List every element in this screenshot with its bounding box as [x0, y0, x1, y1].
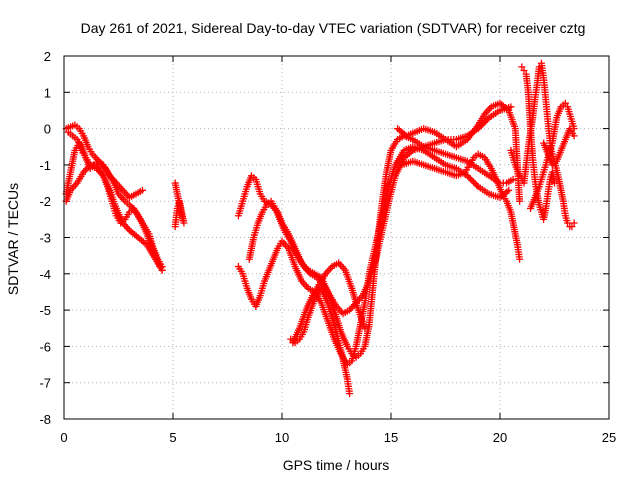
data-point — [507, 103, 515, 111]
data-point — [346, 390, 354, 398]
y-tick-label: -1 — [39, 158, 51, 173]
y-tick-label: 1 — [44, 85, 51, 100]
data-point — [520, 67, 528, 75]
y-tick-label: -3 — [39, 231, 51, 246]
y-tick-label: -8 — [39, 412, 51, 427]
data-point — [509, 175, 517, 183]
data-point — [473, 181, 481, 189]
data-point — [470, 178, 478, 186]
data-point — [171, 223, 179, 231]
data-point — [568, 223, 576, 231]
data-point — [484, 115, 492, 123]
data-point — [465, 173, 473, 181]
y-tick-label: -5 — [39, 303, 51, 318]
data-point — [570, 219, 578, 227]
data-point — [468, 176, 476, 184]
plot-frame — [63, 55, 610, 420]
data-point — [551, 179, 558, 187]
data-point — [466, 175, 474, 183]
data-point — [471, 180, 479, 188]
x-tick-label: 25 — [602, 430, 616, 445]
data-point — [158, 266, 166, 274]
data-point — [561, 99, 569, 107]
y-tick-label: -2 — [39, 194, 51, 209]
y-tick-label: -4 — [39, 267, 51, 282]
x-tick-label: 5 — [169, 430, 176, 445]
x-tick-label: 15 — [384, 430, 398, 445]
y-tick-label: 0 — [44, 122, 51, 137]
data-points — [62, 59, 578, 398]
data-point — [516, 255, 524, 263]
data-point — [564, 219, 572, 227]
y-tick-label: -7 — [39, 376, 51, 391]
data-point — [518, 63, 526, 71]
data-point — [516, 197, 524, 205]
x-tick-label: 10 — [275, 430, 289, 445]
x-axis-label: GPS time / hours — [283, 457, 390, 473]
data-point — [138, 186, 146, 194]
y-axis-label: SDTVAR / TECUs — [5, 183, 21, 295]
data-point — [361, 324, 369, 332]
x-tick-label: 0 — [60, 430, 67, 445]
y-tick-label: -6 — [39, 339, 51, 354]
data-point — [570, 132, 578, 140]
data-point — [505, 186, 513, 194]
chart-title: Day 261 of 2021, Sidereal Day-to-day VTE… — [81, 20, 586, 36]
y-tick-label: 2 — [44, 49, 51, 64]
x-tick-label: 20 — [493, 430, 507, 445]
data-point — [463, 172, 471, 180]
